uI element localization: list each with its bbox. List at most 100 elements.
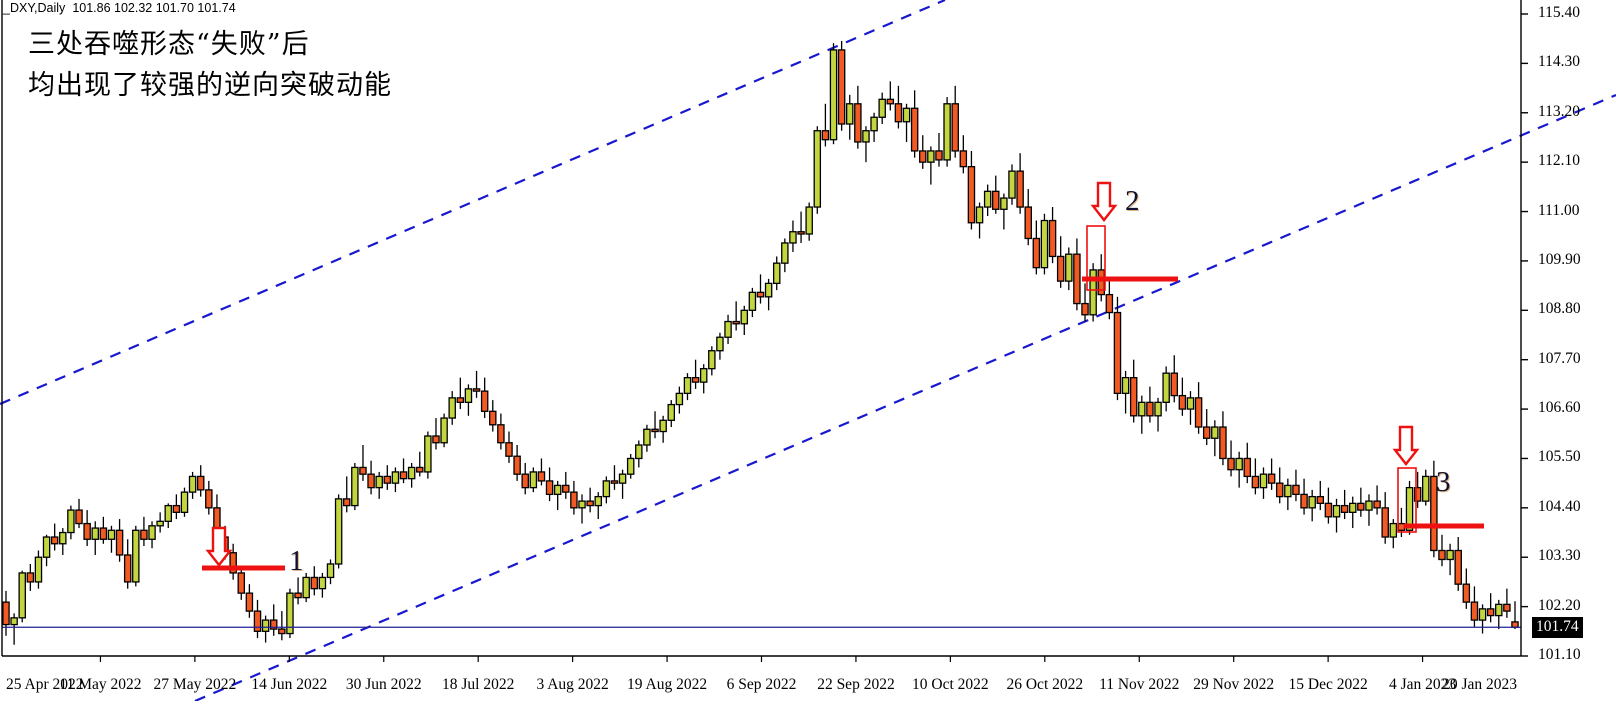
candle-body [789, 231, 797, 244]
candle-body [26, 572, 35, 583]
candle [294, 577, 302, 605]
candle-body [91, 527, 99, 540]
candle [805, 202, 813, 241]
candle-body [578, 500, 586, 509]
candle-body [1486, 608, 1495, 617]
candle-body [1138, 401, 1146, 417]
candle [399, 458, 408, 484]
candle [1211, 420, 1219, 457]
candle [326, 559, 335, 585]
candle-body [1227, 457, 1235, 471]
candle-body [740, 309, 749, 325]
price-axis-label: 103.30 [1538, 547, 1581, 565]
candle [1202, 409, 1211, 445]
candle-body [1284, 484, 1292, 498]
candle-body [83, 522, 91, 540]
price-axis-label: 113.20 [1538, 102, 1581, 120]
candle-body [2, 601, 10, 626]
candle-body [132, 529, 140, 583]
candle [1381, 492, 1389, 544]
candle [424, 431, 432, 479]
candle [440, 413, 448, 448]
candle [1081, 283, 1089, 322]
candle-body [1511, 621, 1519, 628]
candle-body [505, 442, 513, 457]
candle [383, 465, 392, 490]
candle [975, 202, 984, 239]
candle-body [18, 572, 26, 619]
candle [351, 462, 359, 511]
candle [1430, 460, 1438, 558]
candle [448, 391, 456, 425]
candle-body [237, 572, 246, 594]
candle [1365, 494, 1373, 526]
candle [1178, 377, 1187, 416]
candle-body [781, 242, 789, 264]
candle [375, 471, 383, 499]
candle-body [99, 527, 108, 540]
candle [497, 413, 505, 450]
candle [367, 460, 375, 495]
candle-body [1129, 377, 1138, 417]
candle-body [156, 520, 164, 527]
pattern-markers [202, 181, 1484, 571]
candle-body [269, 619, 278, 630]
candle-body [1194, 397, 1203, 428]
candle-body [886, 98, 895, 105]
date-axis-label: 30 Jun 2022 [345, 676, 422, 693]
candle [359, 444, 367, 481]
candle-body [797, 231, 805, 235]
date-axis-label: 10 Oct 2022 [912, 676, 989, 693]
candle [416, 451, 424, 477]
candle-body [1178, 394, 1187, 410]
symbol-header: _DXY,Daily 101.86 102.32 101.70 101.74 [3, 1, 236, 15]
candle-body [513, 455, 521, 475]
candle [1389, 519, 1398, 549]
candle [26, 563, 35, 591]
price-axis-label: 107.70 [1538, 349, 1581, 367]
candle-body [75, 509, 83, 525]
candle-body [537, 471, 546, 482]
candle-body [1089, 269, 1097, 316]
candle-body [367, 473, 375, 489]
candle [407, 462, 416, 488]
candle [708, 346, 716, 376]
candle-body [1146, 401, 1154, 417]
candle [992, 175, 1000, 214]
candle-body [910, 107, 919, 152]
candle-body [1113, 311, 1122, 395]
candle-body [188, 475, 197, 493]
candle-body [1438, 549, 1446, 561]
candle-body [1478, 608, 1487, 621]
candle [91, 521, 99, 555]
candle [1121, 370, 1130, 414]
candle-body [456, 397, 465, 403]
candle-body [1073, 253, 1081, 305]
candle [480, 377, 489, 419]
price-axis-label: 105.50 [1538, 448, 1581, 466]
chart-axes [1, 0, 1528, 662]
candle [286, 588, 294, 639]
candle-body [115, 529, 124, 556]
candle-body [1316, 495, 1325, 505]
candle [1462, 568, 1471, 609]
candle-body [1332, 504, 1341, 518]
candle [821, 103, 830, 147]
candle [67, 505, 75, 540]
candle [123, 539, 132, 589]
candle [1267, 458, 1276, 490]
candle [1332, 498, 1341, 533]
candle [342, 476, 351, 513]
candle-body [975, 206, 984, 224]
candle-body [1097, 269, 1105, 296]
candle-body [1470, 601, 1479, 621]
candle [732, 301, 740, 331]
candle [1073, 238, 1081, 311]
candle-body [164, 504, 173, 522]
candle [643, 424, 651, 452]
candle [1227, 440, 1235, 477]
candle [1138, 395, 1146, 434]
date-axis-label: 11 May 2022 [59, 676, 142, 693]
candle [902, 103, 911, 142]
candle-body [123, 554, 132, 583]
